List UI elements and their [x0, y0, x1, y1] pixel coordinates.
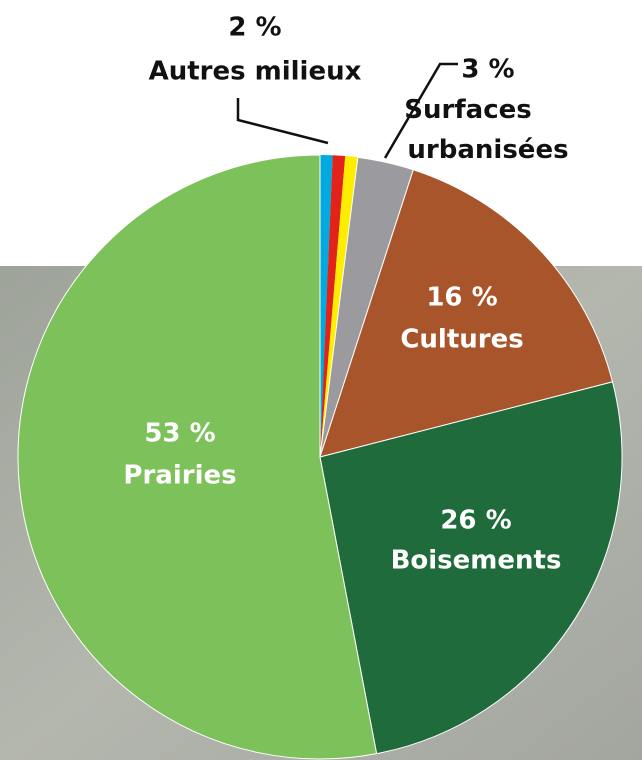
category-label: Prairies [123, 461, 236, 491]
category-label: Cultures [400, 325, 523, 355]
value-label: 26 % [440, 506, 511, 536]
category-label: Boisements [391, 546, 562, 576]
value-label: 3 % [461, 55, 514, 85]
pie [18, 155, 622, 759]
category-label: Surfacesurbanisées [404, 95, 568, 165]
value-label: 2 % [228, 13, 281, 43]
value-label: 16 % [426, 283, 497, 313]
category-label: Autres milieux [149, 57, 362, 87]
value-label: 53 % [144, 419, 215, 449]
leader-line [238, 98, 328, 143]
